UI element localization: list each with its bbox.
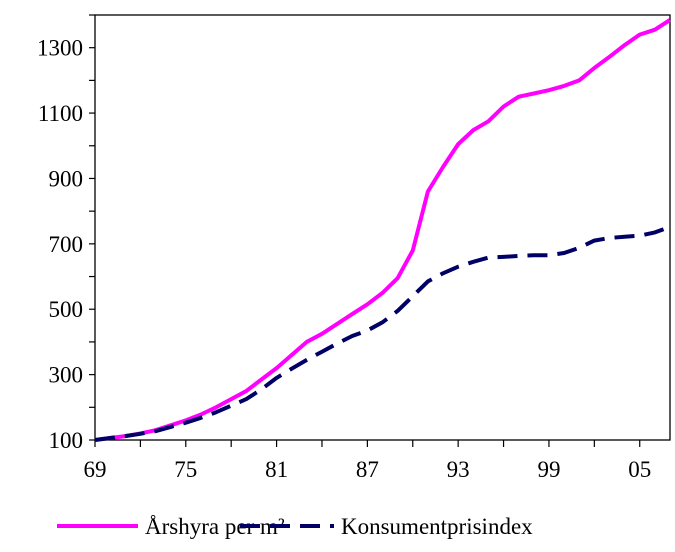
y-axis: 100 300 500 700 900 1100 1300 <box>37 14 95 453</box>
y-tick-label: 100 <box>49 428 84 453</box>
legend: Årshyra per m² Konsumentprisindex <box>57 514 533 539</box>
x-tick-label: 93 <box>447 457 470 482</box>
series-line-2 <box>94 224 671 442</box>
legend-label-1: Årshyra per m² <box>145 514 285 539</box>
x-tick-label: 05 <box>628 457 651 482</box>
y-tick-label: 900 <box>49 166 84 191</box>
x-tick-label: 99 <box>537 457 560 482</box>
x-tick-label: 75 <box>174 457 197 482</box>
y-tick-label: 700 <box>49 232 84 257</box>
series-layer <box>94 18 672 442</box>
x-axis: 69 75 81 87 93 99 05 <box>84 440 651 482</box>
y-tick-label: 500 <box>49 297 84 322</box>
plot-area: 100 300 500 700 900 1100 1300 69 75 81 87 93 99 05 <box>37 14 672 482</box>
legend-label-2: Konsumentprisindex <box>341 514 533 539</box>
x-tick-label: 69 <box>84 457 107 482</box>
x-tick-label: 87 <box>356 457 379 482</box>
plot-frame <box>94 14 671 441</box>
x-tick-label: 81 <box>265 457 288 482</box>
y-tick-label: 1100 <box>38 101 83 126</box>
y-tick-label: 1300 <box>37 36 83 61</box>
series-line-1 <box>94 18 672 442</box>
y-tick-label: 300 <box>49 363 84 388</box>
